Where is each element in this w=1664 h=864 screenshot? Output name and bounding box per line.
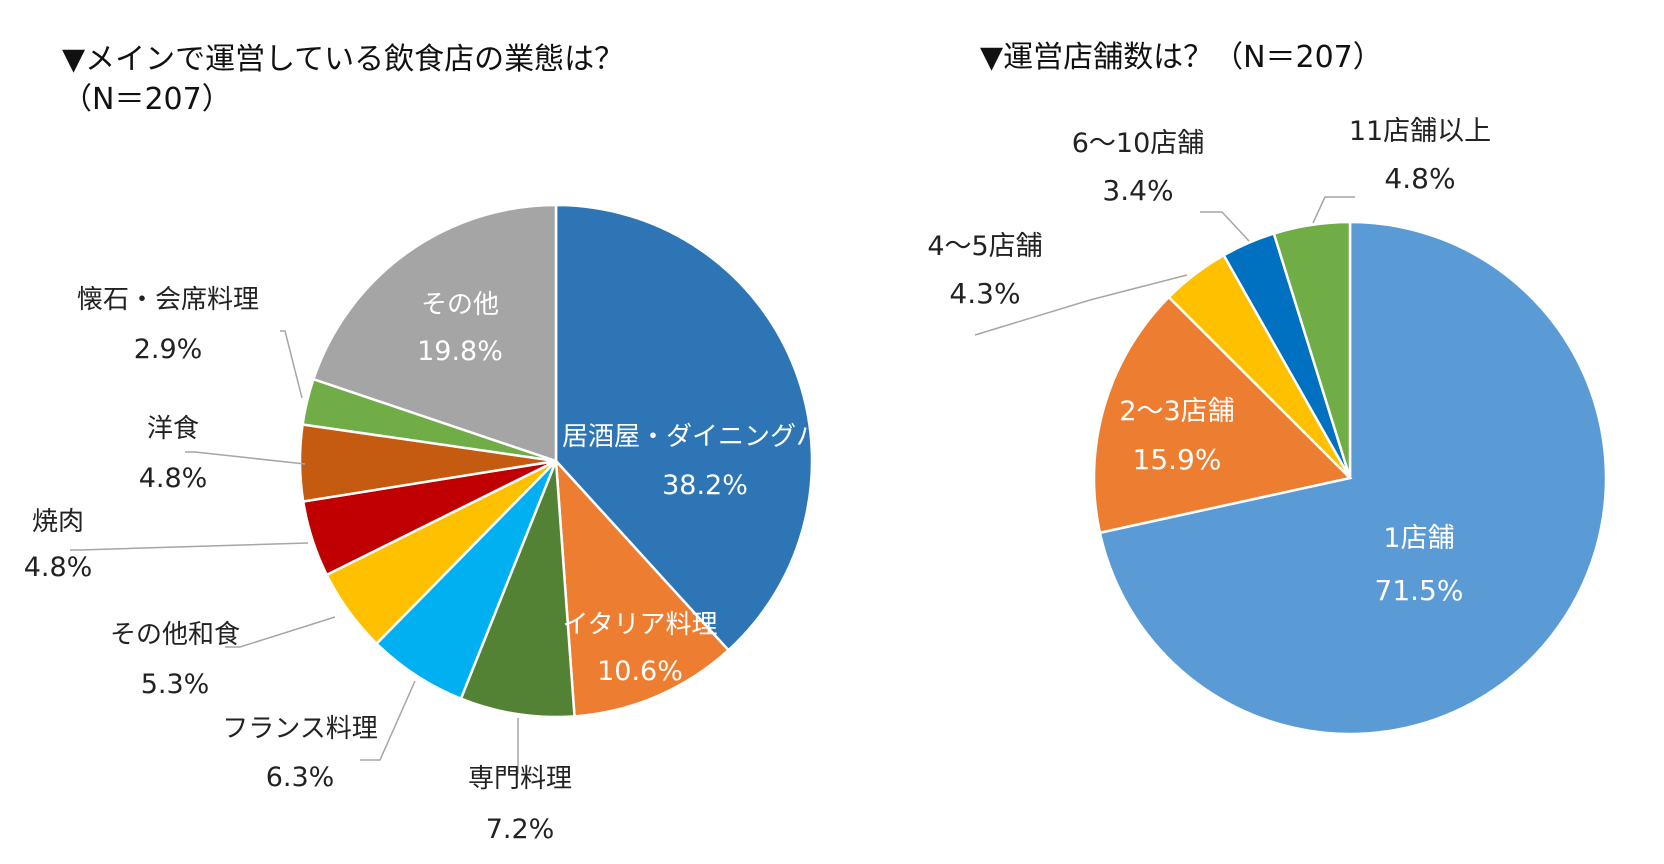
store-count-slice-label-1: 2～3店舗 [1119,396,1234,427]
store-count-slice-0 [1098,220,1608,736]
business-type-slice-value-2: 7.2% [486,814,555,845]
store-count-slice-value-4: 4.8% [1384,162,1455,195]
business-type-leader-line-4 [225,616,336,648]
store-count-slice-value-1: 15.9% [1133,443,1222,476]
business-type-slice-value-1: 10.6% [597,656,683,687]
business-type-slice-label-1: イタリア料理 [563,610,718,640]
business-type-slice-label-4: その他和食 [110,620,240,650]
business-type-slice-value-5: 4.8% [24,552,93,583]
business-type-slice-1 [554,457,731,718]
business-type-slice-value-0: 38.2% [662,470,748,501]
business-type-slice-label-2: 専門料理 [468,764,572,794]
business-type-slice-label-3: フランス料理 [222,714,377,744]
store-count-leader-line-4 [1312,196,1355,224]
business-type-slice-2 [459,460,576,719]
store-count-slice-label-2: 4～5店舗 [927,231,1042,262]
store-count-slice-value-0: 71.5% [1375,574,1464,607]
business-type-slice-value-6: 4.8% [139,463,208,494]
business-type-slice-label-7: 懐石・会席料理 [77,285,259,315]
business-type-slice-label-0: 居酒屋・ダイニングバー [562,422,848,452]
business-type-leader-line-7 [280,330,303,399]
business-type-slice-label-5: 焼肉 [32,507,84,537]
store-count-slice-value-2: 4.3% [949,277,1020,310]
business-type-slice-value-8: 19.8% [417,336,503,367]
business-type-slice-label-8: その他 [421,290,499,320]
right-chart-title-line1: ▼運営店舗数は？（N＝207） [980,40,1383,75]
store-count-slice-1 [1092,295,1353,535]
business-type-slice-label-6: 洋食 [147,414,199,444]
business-type-slice-value-4: 5.3% [141,669,210,700]
store-count-slice-value-3: 3.4% [1102,174,1173,207]
business-type-leader-line-3 [360,680,416,761]
business-type-slice-value-3: 6.3% [266,762,335,793]
left-chart-title: ▼メインで運営している飲食店の業態は？ （N＝207） [62,40,624,120]
store-count-slice-label-0: 1店舗 [1383,523,1454,554]
left-chart-title-line1: ▼メインで運営している飲食店の業態は？ [62,42,625,77]
right-chart-title: ▼運営店舗数は？（N＝207） [980,38,1383,78]
store-count-slice-label-4: 11店舗以上 [1349,116,1491,147]
business-type-leader-line-6 [185,451,306,465]
business-type-slice-value-7: 2.9% [134,334,203,365]
left-chart-title-line2: （N＝207） [62,82,232,117]
store-count-slice-4 [1272,220,1352,479]
store-count-leader-line-2 [974,274,1188,336]
store-count-slice-label-3: 6～10店舗 [1072,128,1205,159]
store-count-leader-line-3 [1200,211,1250,242]
business-type-slice-8 [311,203,558,463]
business-type-slice-0 [554,203,814,652]
business-type-leader-line-5 [70,542,309,551]
